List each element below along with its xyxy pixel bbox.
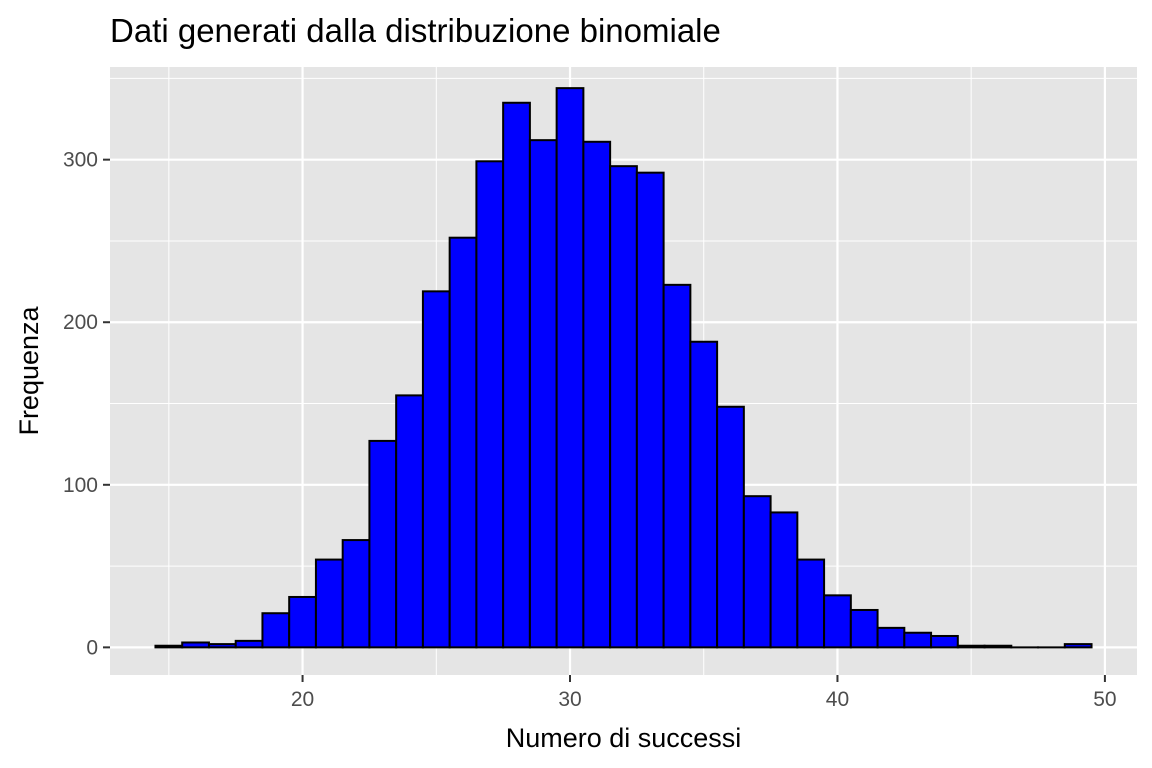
histogram-bars bbox=[154, 87, 1093, 649]
x-tick-label: 40 bbox=[826, 688, 849, 711]
histogram-bar bbox=[689, 340, 719, 649]
histogram-bar bbox=[475, 160, 505, 649]
histogram-bar bbox=[154, 644, 184, 649]
x-axis: 20 30 40 50 bbox=[291, 675, 1117, 711]
x-tick-label: 30 bbox=[558, 688, 581, 711]
y-tick-label: 100 bbox=[63, 474, 98, 497]
histogram-bar bbox=[742, 495, 772, 649]
y-tick-label: 300 bbox=[63, 149, 98, 172]
histogram-bar bbox=[421, 290, 451, 649]
histogram-bar bbox=[502, 101, 531, 649]
histogram-bar bbox=[930, 634, 959, 649]
histogram-bar bbox=[849, 608, 879, 649]
histogram-bar bbox=[769, 511, 799, 649]
histogram-bar bbox=[341, 539, 371, 649]
histogram-bar bbox=[662, 283, 692, 649]
histogram-bar bbox=[207, 643, 237, 649]
y-axis-title: Frequenza bbox=[14, 305, 44, 435]
x-axis-title: Numero di successi bbox=[506, 723, 742, 753]
chart-title: Dati generati dalla distribuzione binomi… bbox=[110, 12, 721, 49]
histogram-bar bbox=[314, 558, 344, 649]
histogram-bar bbox=[582, 140, 612, 649]
histogram-bar bbox=[395, 394, 424, 649]
histogram-bar bbox=[1063, 643, 1093, 649]
histogram-bar bbox=[368, 439, 398, 649]
histogram-bar bbox=[234, 639, 264, 649]
histogram-bar bbox=[983, 644, 1013, 649]
histogram-bar bbox=[288, 595, 317, 649]
histogram-bar bbox=[609, 165, 638, 649]
histogram-bar bbox=[956, 644, 986, 649]
y-tick-label: 0 bbox=[86, 636, 98, 659]
histogram-bar bbox=[635, 171, 665, 649]
histogram-bar bbox=[716, 405, 745, 649]
histogram-bar bbox=[555, 87, 585, 649]
histogram-bar bbox=[261, 612, 291, 649]
histogram-bar bbox=[796, 558, 826, 649]
histogram-bar bbox=[876, 626, 906, 649]
histogram-bar bbox=[181, 641, 210, 649]
histogram-bar bbox=[448, 236, 478, 649]
x-tick-label: 50 bbox=[1093, 688, 1116, 711]
y-axis: 0 100 200 300 bbox=[63, 149, 110, 659]
x-tick-label: 20 bbox=[291, 688, 314, 711]
histogram-bar bbox=[528, 139, 558, 649]
histogram-bar bbox=[823, 594, 852, 649]
histogram-bar bbox=[903, 631, 933, 649]
y-tick-label: 200 bbox=[63, 311, 98, 334]
